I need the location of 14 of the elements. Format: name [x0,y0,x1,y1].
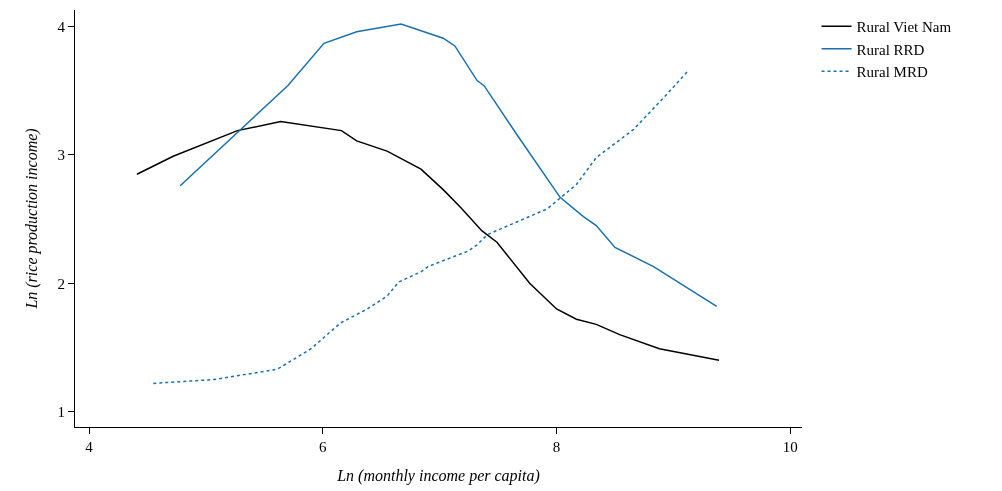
x-tick-label: 6 [319,439,328,455]
y-tick-label: 3 [57,147,65,164]
legend-label: Rural RRD [856,41,925,58]
x-tick-label: 8 [552,439,561,455]
y-tick-label: 2 [57,275,65,292]
line-series [136,120,720,362]
x-axis-title: Ln (monthly income per capita) [336,466,540,485]
legend-label: Rural MRD [856,64,928,81]
y-axis-title: Ln (rice production income) [23,128,42,310]
x-tick-label: 10 [782,439,798,455]
legend-label: Rural Viet Nam [856,19,952,36]
x-tick-label: 4 [85,439,94,455]
y-tick-label: 4 [57,18,66,35]
y-tick-label: 1 [57,403,65,420]
